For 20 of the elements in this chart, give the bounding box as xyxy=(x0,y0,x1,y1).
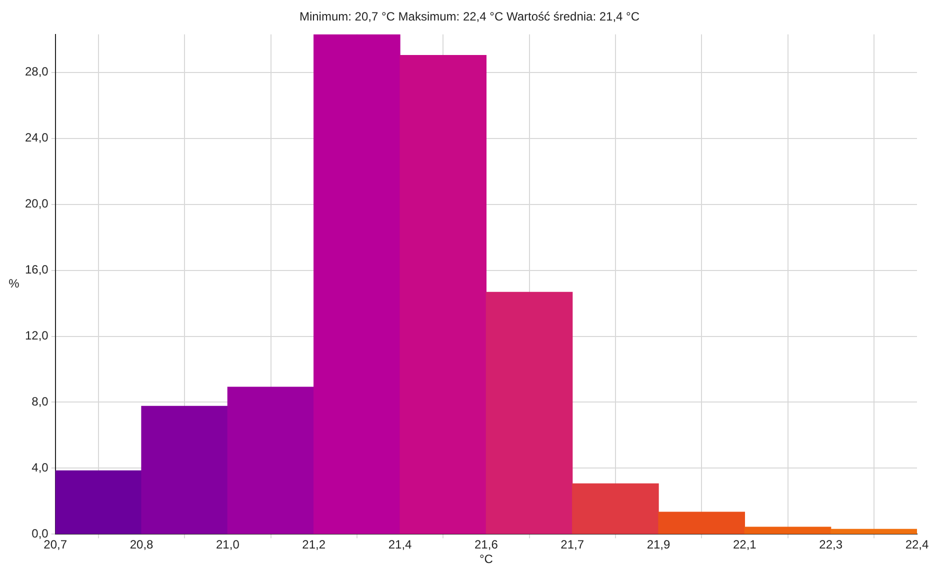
x-tick-label: 21,0 xyxy=(216,538,240,552)
y-tick-label: 8,0 xyxy=(32,394,49,409)
x-tick-label: 21,4 xyxy=(388,538,412,552)
y-tick-label: 24,0 xyxy=(24,130,49,145)
x-tick-label: 21,2 xyxy=(302,538,326,552)
y-tick-label: 12,0 xyxy=(24,328,49,343)
x-tick-label: 21,9 xyxy=(646,538,671,552)
x-tick-label: 22,4 xyxy=(905,538,929,552)
y-tick-label: 20,0 xyxy=(24,196,49,211)
x-tick-label: 22,3 xyxy=(819,538,843,552)
x-tick-label: 20,8 xyxy=(130,538,154,552)
y-tick-label: 16,0 xyxy=(24,262,49,277)
x-tick-label: 21,7 xyxy=(560,538,584,552)
y-tick-label: 28,0 xyxy=(24,64,49,79)
x-axis-title: °C xyxy=(479,552,494,566)
x-tick-label: 22,1 xyxy=(732,538,757,552)
x-tick-label: 21,6 xyxy=(474,538,498,552)
y-axis-title: % xyxy=(8,276,20,291)
chart-title: Minimum: 20,7 °C Maksimum: 22,4 °C Wartość średnia: 21,4 °C xyxy=(299,10,640,24)
y-tick-label: 4,0 xyxy=(32,460,49,475)
